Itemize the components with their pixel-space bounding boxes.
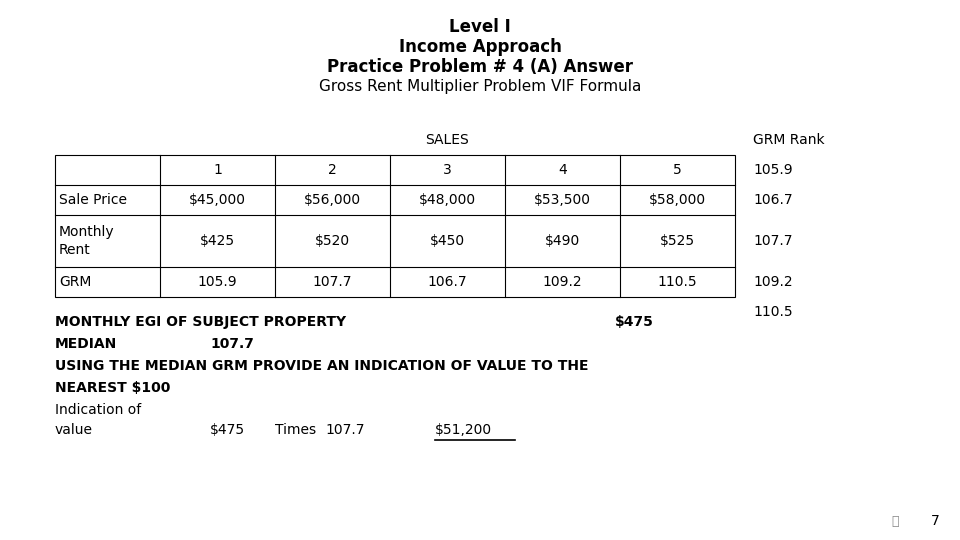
Text: 106.7: 106.7 <box>753 193 793 207</box>
Text: 1: 1 <box>213 163 222 177</box>
Text: 5: 5 <box>673 163 682 177</box>
Text: 107.7: 107.7 <box>325 423 365 437</box>
Text: Sale Price: Sale Price <box>59 193 127 207</box>
Text: SALES: SALES <box>425 133 469 147</box>
Text: $450: $450 <box>430 234 465 248</box>
Text: $51,200: $51,200 <box>435 423 492 437</box>
Text: $520: $520 <box>315 234 350 248</box>
Text: Level I: Level I <box>449 18 511 36</box>
Text: 110.5: 110.5 <box>658 275 697 289</box>
Text: 7: 7 <box>931 514 940 528</box>
Text: 107.7: 107.7 <box>210 337 253 351</box>
Text: $48,000: $48,000 <box>419 193 476 207</box>
Text: Practice Problem # 4 (A) Answer: Practice Problem # 4 (A) Answer <box>327 58 633 76</box>
Text: MONTHLY EGI OF SUBJECT PROPERTY: MONTHLY EGI OF SUBJECT PROPERTY <box>55 315 347 329</box>
Text: Monthly
Rent: Monthly Rent <box>59 225 114 256</box>
Text: $475: $475 <box>210 423 245 437</box>
Text: 105.9: 105.9 <box>753 163 793 177</box>
Text: 105.9: 105.9 <box>198 275 237 289</box>
Text: 2: 2 <box>328 163 337 177</box>
Text: 4: 4 <box>558 163 566 177</box>
Text: 106.7: 106.7 <box>428 275 468 289</box>
Text: $53,500: $53,500 <box>534 193 591 207</box>
Text: $490: $490 <box>545 234 580 248</box>
Text: GRM Rank: GRM Rank <box>753 133 825 147</box>
Text: Indication of: Indication of <box>55 403 141 417</box>
Text: USING THE MEDIAN GRM PROVIDE AN INDICATION OF VALUE TO THE: USING THE MEDIAN GRM PROVIDE AN INDICATI… <box>55 359 588 373</box>
Text: GRM: GRM <box>59 275 91 289</box>
Text: $475: $475 <box>615 315 654 329</box>
Bar <box>55 155 735 297</box>
Text: MEDIAN: MEDIAN <box>55 337 117 351</box>
Text: value: value <box>55 423 93 437</box>
Text: $58,000: $58,000 <box>649 193 706 207</box>
Text: $425: $425 <box>200 234 235 248</box>
Text: Income Approach: Income Approach <box>398 38 562 56</box>
Text: $45,000: $45,000 <box>189 193 246 207</box>
Text: $56,000: $56,000 <box>304 193 361 207</box>
Text: NEAREST $100: NEAREST $100 <box>55 381 170 395</box>
Text: 🔈: 🔈 <box>891 515 899 528</box>
Text: 109.2: 109.2 <box>753 275 793 289</box>
Text: 3: 3 <box>444 163 452 177</box>
Text: Times: Times <box>275 423 316 437</box>
Text: 110.5: 110.5 <box>753 305 793 319</box>
Text: 107.7: 107.7 <box>313 275 352 289</box>
Text: $525: $525 <box>660 234 695 248</box>
Text: Gross Rent Multiplier Problem VIF Formula: Gross Rent Multiplier Problem VIF Formul… <box>319 79 641 94</box>
Text: 107.7: 107.7 <box>753 234 793 248</box>
Text: 109.2: 109.2 <box>542 275 583 289</box>
